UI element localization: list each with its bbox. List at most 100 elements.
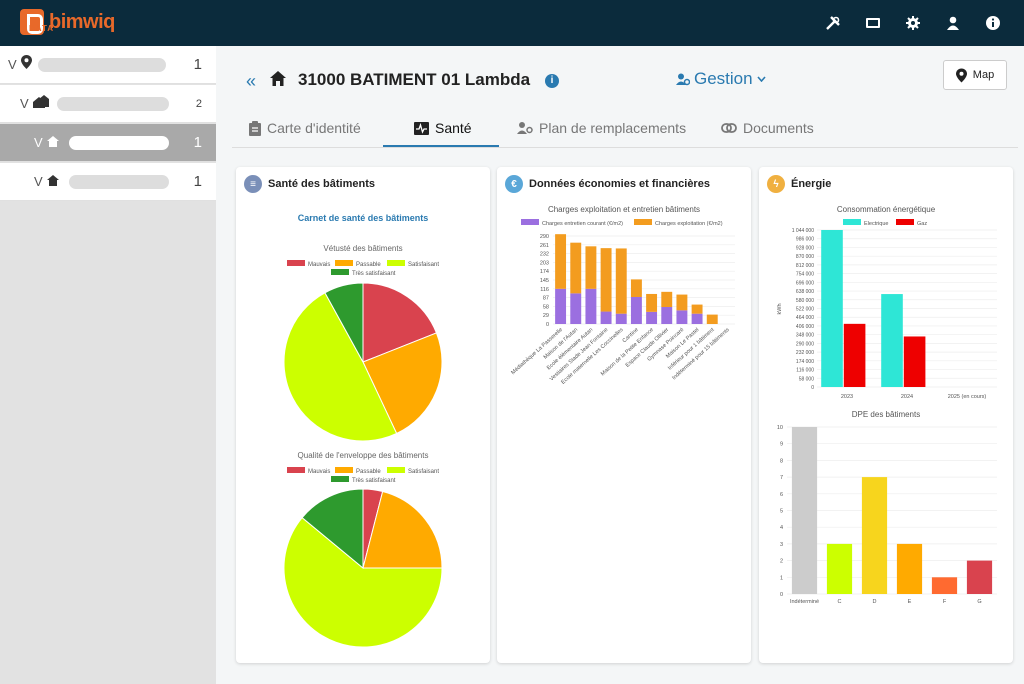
chevron-down-icon[interactable]: V	[8, 57, 17, 72]
bar-gaz	[903, 336, 926, 387]
y-tick-label: 7	[780, 475, 783, 481]
y-tick-label: 0	[546, 322, 549, 328]
card-energie: ϟ Énergie Consommation énergétique Electr…	[759, 167, 1013, 663]
pie-slice-passable	[362, 332, 443, 435]
y-tick-label: 638 000	[796, 289, 814, 295]
pie-title: Vétusté des bâtiments	[323, 244, 402, 253]
bar-entretien	[661, 307, 673, 324]
heartbeat-icon	[414, 122, 429, 135]
y-tick-label: 0	[780, 592, 783, 598]
legend-label: Charges entretien courant (€/m2)	[542, 221, 623, 227]
info-icon[interactable]: i	[545, 74, 559, 88]
tree-item-count: 1	[193, 173, 202, 190]
tree-item-label	[56, 96, 169, 111]
y-tick-label: 1	[780, 575, 783, 581]
bar-electrique	[821, 230, 843, 387]
y-tick-label: 261	[540, 243, 549, 249]
y-tick-label: 4	[780, 525, 783, 531]
bar-exploitation	[555, 234, 567, 289]
bar-entretien	[615, 313, 627, 324]
legend-swatch	[634, 219, 652, 225]
legend-label: Satisfaisant	[408, 262, 439, 268]
tree-item-count: 2	[195, 97, 202, 110]
legend-label: Très satisfaisant	[352, 478, 396, 484]
card-title: Énergie	[791, 178, 832, 190]
y-tick-label: 522 000	[796, 307, 814, 313]
back-button[interactable]: «	[246, 71, 257, 91]
y-tick-label: 87	[543, 296, 549, 302]
pie-slice-satisfaisant	[283, 516, 443, 648]
bar-dpe	[791, 427, 818, 594]
clipboard-icon	[249, 120, 261, 136]
finance-chart: Charges exploitation et entretien bâtime…	[510, 205, 735, 386]
y-tick-label: 174	[540, 269, 549, 275]
tab-sante[interactable]: Santé	[414, 120, 472, 136]
brand-name: bimwiq	[49, 11, 115, 33]
chevron-down-icon[interactable]: V	[34, 174, 43, 189]
y-tick-label: 754 000	[796, 272, 814, 278]
tab-documents[interactable]: Documents	[721, 120, 814, 136]
x-tick-label: 2025 (en cours)	[948, 394, 987, 400]
legend-swatch	[843, 219, 861, 225]
y-tick-label: 0	[811, 385, 814, 391]
map-button[interactable]: Map	[943, 60, 1007, 90]
home-icon	[46, 173, 59, 191]
legend-swatch	[521, 219, 539, 225]
legend-swatch	[287, 260, 305, 266]
tree-item-building-selected[interactable]: V 1	[0, 124, 216, 162]
brand-sub: DATA	[29, 24, 55, 33]
x-tick-label: D	[873, 599, 877, 605]
home-icon	[46, 134, 59, 152]
carnet-title: Carnet de santé des bâtiments	[298, 213, 429, 223]
chart-title: Consommation énergétique	[837, 205, 936, 214]
tab-bar: Carte d'identité Santé Plan de remplacem…	[232, 112, 1018, 148]
y-tick-label: 580 000	[796, 298, 814, 304]
legend-label: Passable	[356, 262, 381, 268]
map-label: Map	[972, 69, 995, 81]
x-tick-label: E	[908, 599, 912, 605]
user-icon[interactable]	[944, 14, 962, 32]
card-title: Santé des bâtiments	[268, 178, 375, 190]
bar-exploitation	[646, 293, 658, 312]
bar-dpe	[966, 560, 993, 594]
gear-icon[interactable]	[904, 14, 922, 32]
chevron-down-icon[interactable]: V	[34, 135, 43, 150]
y-tick-label: 116 000	[796, 368, 814, 374]
legend-swatch	[331, 476, 349, 482]
tab-label: Santé	[435, 120, 472, 136]
chevron-down-icon	[756, 76, 766, 82]
tab-plan-remplacements[interactable]: Plan de remplacements	[517, 120, 686, 136]
legend-label: Charges exploitation (€/m2)	[655, 221, 723, 227]
chevron-down-icon[interactable]: V	[20, 96, 29, 111]
x-tick-label: F	[943, 599, 947, 605]
tree-item-group[interactable]: V 2	[0, 85, 216, 123]
legend-label: Très satisfaisant	[352, 271, 396, 277]
y-tick-label: 406 000	[796, 324, 814, 330]
tree-item-site[interactable]: V 1	[0, 46, 216, 84]
brand-logo[interactable]: bimwiq	[20, 9, 115, 35]
y-tick-label: 8	[780, 458, 783, 464]
pie-slice-tr-s-satisfaisant	[301, 488, 364, 570]
tree-item-count: 1	[193, 56, 202, 73]
bar-entretien	[570, 293, 582, 324]
users-gear-icon	[676, 73, 690, 85]
tab-carte-identite[interactable]: Carte d'identité	[249, 120, 361, 136]
x-tick-label: G	[977, 599, 981, 605]
y-tick-label: 348 000	[796, 333, 814, 339]
gestion-dropdown[interactable]: Gestion	[676, 69, 766, 89]
legend-swatch	[287, 467, 305, 473]
tree-item-building[interactable]: V 1	[0, 163, 216, 201]
euro-icon: €	[505, 175, 523, 193]
bar-dpe	[896, 543, 923, 594]
tools-icon[interactable]	[824, 14, 842, 32]
y-tick-label: 290 000	[796, 341, 814, 347]
home-icon	[270, 71, 286, 91]
bar-dpe	[931, 577, 958, 594]
tab-label: Carte d'identité	[267, 120, 361, 136]
info-icon[interactable]	[984, 14, 1002, 32]
chart-title: Charges exploitation et entretien bâtime…	[548, 205, 700, 214]
card-icon[interactable]	[864, 14, 882, 32]
active-tab-indicator	[383, 145, 499, 147]
y-tick-label: 2	[780, 559, 783, 565]
